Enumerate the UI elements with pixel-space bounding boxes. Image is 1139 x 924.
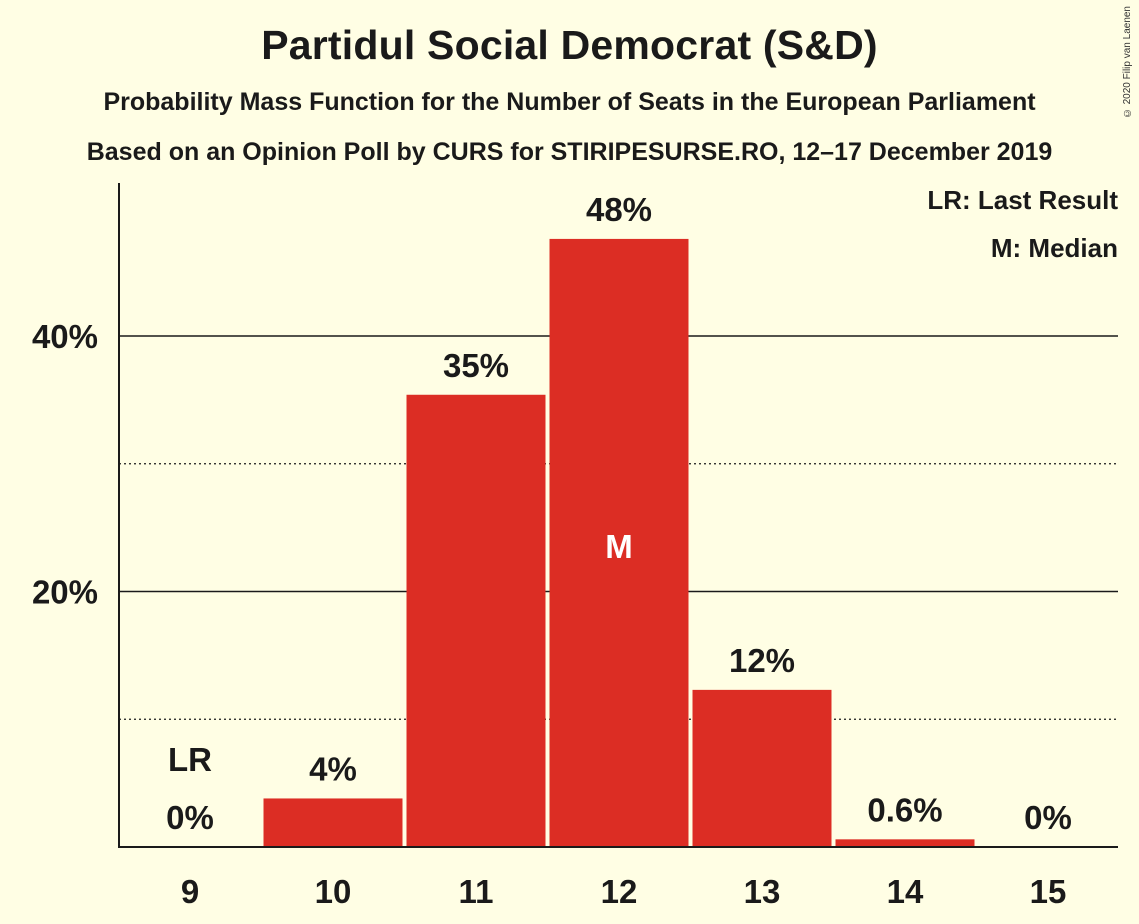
x-tick-label: 13 — [744, 873, 781, 910]
last-result-marker: LR — [168, 741, 212, 778]
median-marker: M — [605, 528, 633, 565]
data-label: 4% — [309, 750, 357, 787]
chart-title: Partidul Social Democrat (S&D) — [261, 22, 878, 68]
x-tick-label: 12 — [601, 873, 638, 910]
data-label: 0% — [166, 799, 214, 836]
chart-subtitle: Probability Mass Function for the Number… — [103, 88, 1036, 116]
legend: LR: Last Result M: Median — [927, 185, 1118, 263]
x-tick-label: 11 — [459, 873, 494, 910]
data-label: 35% — [443, 347, 509, 384]
bars — [263, 238, 975, 847]
legend-median: M: Median — [991, 233, 1118, 263]
data-label: 0.6% — [867, 791, 942, 828]
bar-12 — [549, 238, 689, 847]
legend-last-result: LR: Last Result — [927, 185, 1118, 215]
x-tick-label: 14 — [887, 873, 924, 910]
bar-11 — [406, 394, 546, 847]
data-label: 48% — [586, 191, 652, 228]
bar-14 — [835, 839, 975, 847]
data-label: 0% — [1024, 799, 1072, 836]
bar-10 — [263, 798, 403, 847]
axes: 20% 40% 9 10 11 12 13 14 15 — [32, 183, 1118, 910]
chart-source-line: Based on an Opinion Poll by CURS for STI… — [86, 138, 1053, 166]
y-tick-label: 40% — [32, 318, 98, 355]
x-tick-label: 15 — [1030, 873, 1067, 910]
data-label: 12% — [729, 642, 795, 679]
data-labels: 0% 4% 35% 48% 12% 0.6% 0% LR M — [166, 191, 1072, 836]
y-tick-label: 20% — [32, 574, 98, 611]
x-tick-label: 10 — [315, 873, 352, 910]
bar-13 — [692, 689, 832, 847]
x-tick-label: 9 — [181, 873, 199, 910]
